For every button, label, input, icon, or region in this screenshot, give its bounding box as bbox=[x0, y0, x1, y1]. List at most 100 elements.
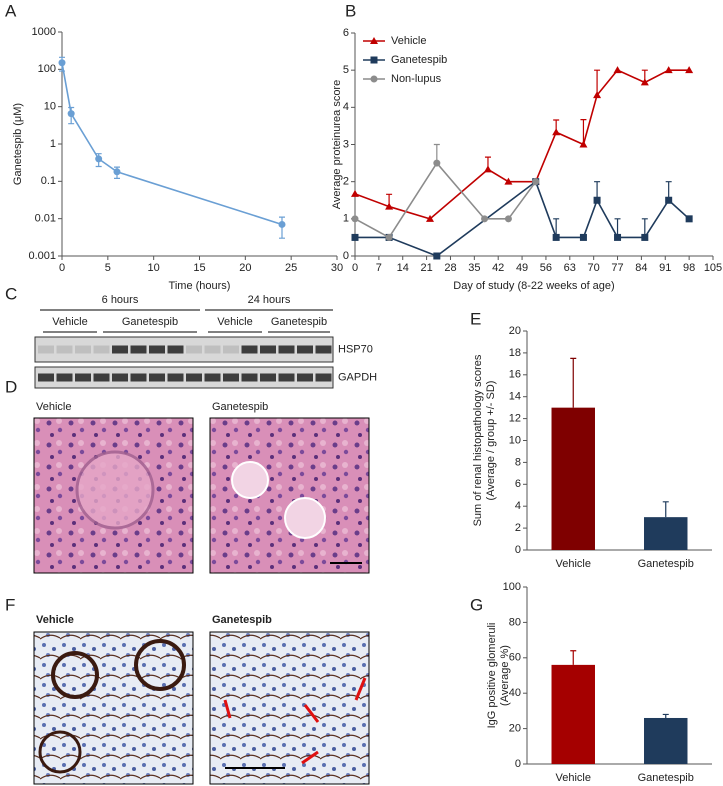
y-tick-label: 8 bbox=[515, 456, 521, 468]
marker bbox=[665, 196, 673, 204]
blot-time-label: 6 hours bbox=[102, 294, 139, 306]
y-tick-label: 0 bbox=[515, 544, 521, 556]
y-tick-label: 80 bbox=[509, 616, 521, 628]
legend-label: Vehicle bbox=[391, 35, 426, 47]
blot-band bbox=[38, 373, 54, 382]
marker bbox=[593, 91, 602, 99]
x-tick-label: Vehicle bbox=[556, 772, 591, 784]
glomerulus bbox=[284, 497, 326, 539]
y-tick-label: 1000 bbox=[32, 26, 56, 38]
marker bbox=[504, 215, 512, 223]
blot-band bbox=[112, 345, 128, 354]
blot-band bbox=[130, 373, 147, 382]
blot-band bbox=[93, 345, 110, 354]
marker bbox=[95, 155, 103, 163]
panel-label: A bbox=[5, 1, 17, 20]
marker bbox=[614, 233, 622, 241]
y-tick-label: 20 bbox=[509, 325, 521, 337]
error-bar bbox=[662, 501, 669, 518]
y-tick-label: 16 bbox=[509, 369, 521, 381]
y-axis-label: Sum of renal histopathology scores bbox=[472, 354, 484, 526]
glomerulus bbox=[134, 639, 186, 691]
histology-label: Ganetespib bbox=[212, 401, 268, 413]
x-axis-label: Time (hours) bbox=[169, 280, 231, 292]
blot-band bbox=[315, 373, 332, 382]
x-tick-label: 30 bbox=[331, 262, 343, 274]
y-tick-label: 12 bbox=[509, 413, 521, 425]
marker bbox=[579, 233, 587, 241]
y-tick-label: 4 bbox=[343, 101, 349, 113]
marker bbox=[504, 177, 513, 185]
x-tick-label: 14 bbox=[397, 262, 409, 274]
error-bar bbox=[662, 713, 669, 718]
x-tick-label: 49 bbox=[516, 262, 528, 274]
series-line bbox=[61, 62, 283, 226]
y-axis-label: IgG positive glomeruli bbox=[486, 623, 498, 729]
marker bbox=[613, 66, 622, 74]
blot-band bbox=[241, 345, 258, 354]
y-tick-label: 0 bbox=[343, 250, 349, 262]
chart: 0.001 0.01 0.1 1 10 100 1000 Ganetespib (μM) 0 5 1… bbox=[12, 26, 343, 292]
y-axis-label: (Average %) bbox=[499, 645, 511, 706]
x-tick-label: 77 bbox=[611, 262, 623, 274]
panel-label: B bbox=[345, 1, 356, 20]
blot-band bbox=[241, 373, 258, 382]
bar bbox=[551, 664, 595, 764]
y-tick-label: 18 bbox=[509, 347, 521, 359]
y-tick-label: 0 bbox=[515, 758, 521, 770]
blot-group-label: Ganetespib bbox=[271, 316, 327, 328]
blot-time-label: 24 hours bbox=[248, 294, 291, 306]
marker bbox=[351, 189, 359, 197]
marker bbox=[433, 252, 441, 260]
y-axis-label: Ganetespib (μM) bbox=[12, 103, 24, 185]
y-tick-label: 4 bbox=[515, 500, 521, 512]
histology-label: Vehicle bbox=[36, 614, 74, 626]
blot-band-label: HSP70 bbox=[338, 343, 373, 355]
x-axis-label: Day of study (8-22 weeks of age) bbox=[453, 280, 614, 292]
blot-band bbox=[75, 373, 91, 382]
x-tick-label: 10 bbox=[148, 262, 160, 274]
marker bbox=[426, 214, 435, 222]
x-tick-label: Vehicle bbox=[556, 558, 591, 570]
blot-band bbox=[93, 373, 110, 382]
y-tick-label: 3 bbox=[343, 138, 349, 150]
y-tick-label: 10 bbox=[509, 434, 521, 446]
blot-band bbox=[260, 345, 276, 354]
y-tick-label: 40 bbox=[509, 687, 521, 699]
marker bbox=[685, 215, 693, 223]
blot-band bbox=[297, 345, 313, 354]
x-tick-label: 28 bbox=[444, 262, 456, 274]
blot-group-label: Vehicle bbox=[52, 316, 87, 328]
histology-image bbox=[209, 417, 370, 574]
legend-label: Non-lupus bbox=[391, 73, 442, 85]
x-tick-label: 0 bbox=[352, 262, 358, 274]
glomerulus bbox=[51, 651, 99, 699]
x-tick-label: 56 bbox=[540, 262, 552, 274]
blot-band bbox=[38, 345, 54, 354]
panel-label: C bbox=[5, 284, 17, 303]
histology-label: Vehicle bbox=[36, 401, 71, 413]
y-tick-label: 1 bbox=[50, 138, 56, 150]
x-tick-label: 63 bbox=[564, 262, 576, 274]
x-tick-label: Ganetespib bbox=[638, 558, 694, 570]
y-tick-label: 0.1 bbox=[41, 175, 56, 187]
y-tick-label: 100 bbox=[38, 63, 56, 75]
blot-band-label: GAPDH bbox=[338, 371, 377, 383]
marker bbox=[483, 165, 492, 173]
x-tick-label: 98 bbox=[683, 262, 695, 274]
y-tick-label: 0.001 bbox=[28, 250, 56, 262]
marker bbox=[385, 202, 394, 210]
legend-label: Ganetespib bbox=[391, 54, 447, 66]
blot-strip bbox=[34, 366, 334, 389]
blot-band bbox=[186, 345, 202, 354]
marker bbox=[481, 215, 489, 223]
blot-band bbox=[204, 345, 221, 354]
blot-group-label: Vehicle bbox=[217, 316, 252, 328]
y-tick-label: 2 bbox=[343, 176, 349, 188]
histology-label: Ganetespib bbox=[212, 614, 272, 626]
histology-f bbox=[33, 631, 370, 785]
series-line bbox=[354, 161, 537, 239]
blot-band bbox=[149, 373, 165, 382]
x-tick-label: 5 bbox=[105, 262, 111, 274]
blot-band bbox=[75, 345, 91, 354]
